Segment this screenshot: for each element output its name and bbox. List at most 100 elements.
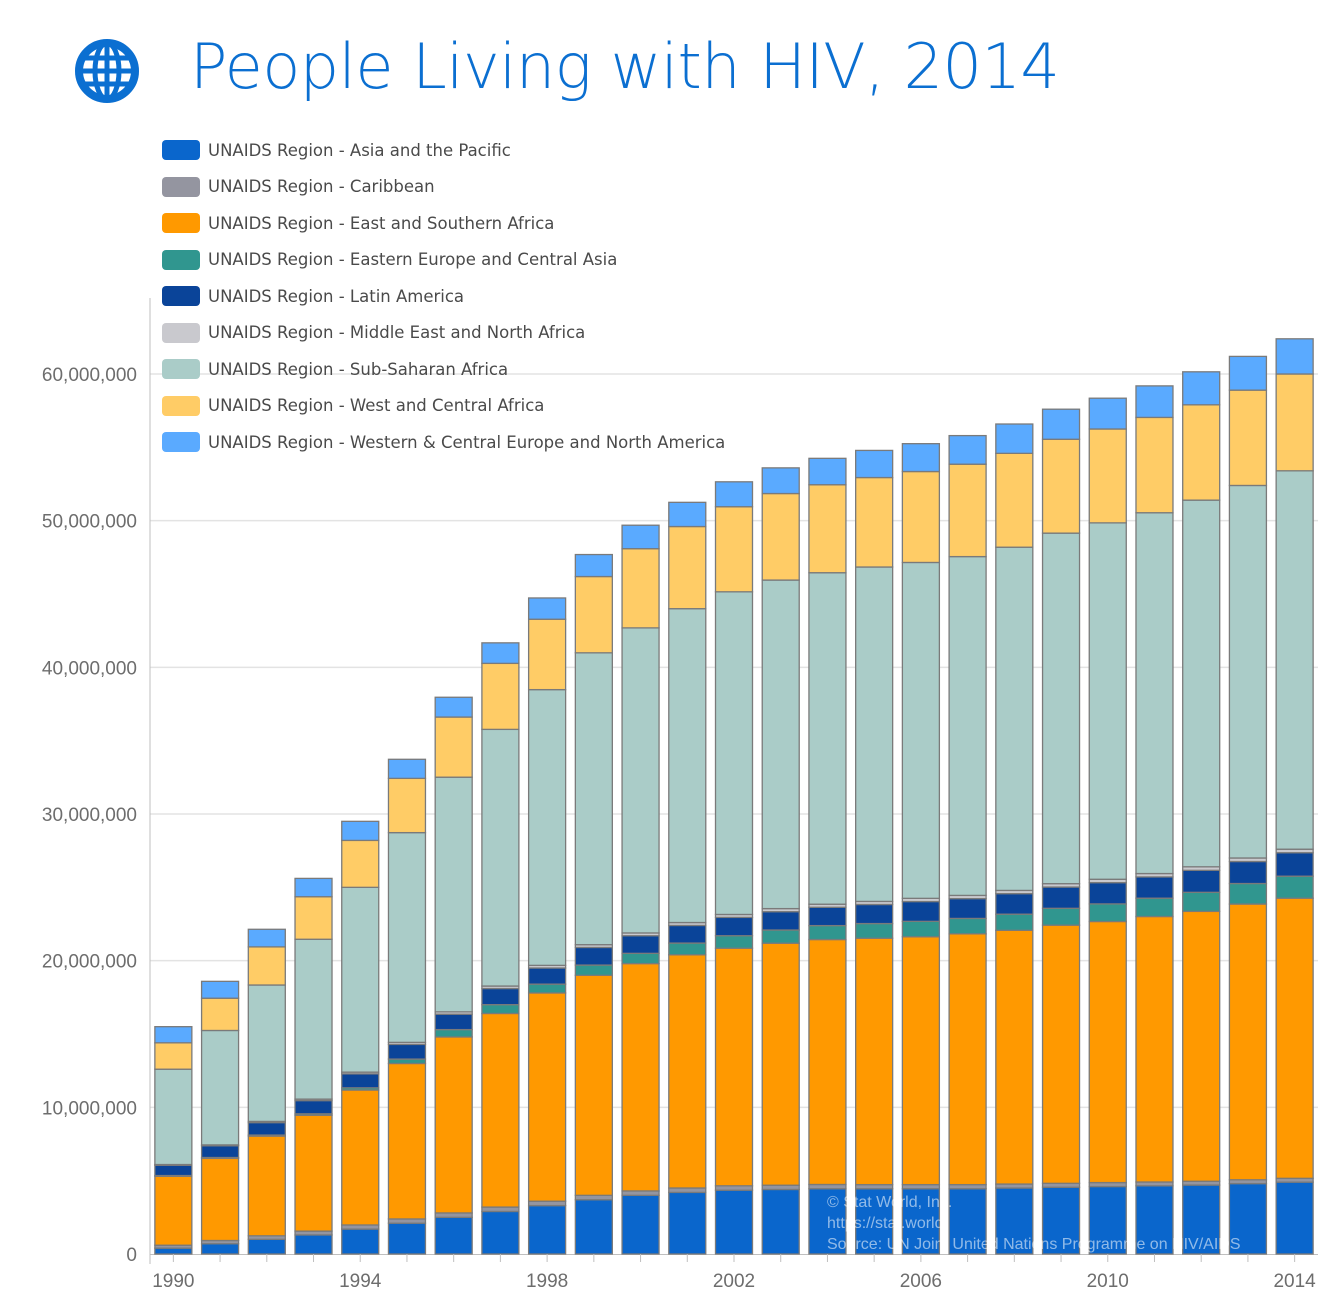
- bar-segment: [1135, 512, 1174, 875]
- bar-segment: [714, 1185, 754, 1191]
- bar-segment: [855, 476, 894, 568]
- bar-segment: [948, 434, 987, 465]
- bar-segment: [808, 572, 847, 905]
- legend-label: UNAIDS Region - East and Southern Africa: [208, 213, 555, 233]
- bar-segment: [761, 911, 800, 931]
- bar-segment: [808, 924, 847, 941]
- bar-segment: [154, 1026, 193, 1044]
- bar-segment: [714, 935, 754, 949]
- x-tick-label: 2006: [900, 1271, 942, 1292]
- bar-segment: [527, 688, 567, 967]
- bar-segment: [527, 597, 567, 620]
- bar-segment: [434, 1212, 473, 1218]
- page-title: People Living with HIV, 2014: [190, 30, 1060, 103]
- bar-segment: [1275, 1181, 1314, 1255]
- bar-segment: [1088, 397, 1127, 430]
- bar-segment: [668, 942, 707, 956]
- legend-swatch: [162, 359, 200, 380]
- bar-segment: [621, 1190, 660, 1196]
- bar-segment: [901, 920, 941, 938]
- bar-segment: [901, 443, 941, 473]
- legend-swatch: [162, 395, 200, 416]
- bar-segment: [1228, 882, 1268, 905]
- bar-segment: [1041, 438, 1081, 534]
- bar-segment: [668, 1191, 707, 1255]
- bar-segment: [341, 886, 380, 1073]
- bar-segment: [948, 463, 987, 558]
- bar-segment: [434, 1216, 473, 1255]
- bar-segment: [855, 937, 894, 1186]
- bar-segment: [1041, 408, 1081, 440]
- bar-segment: [901, 470, 941, 564]
- credit-watermark: © Stat World, Inc. https://stat.world So…: [827, 1192, 1241, 1255]
- legend-swatch: [162, 176, 200, 197]
- bar-segment: [1041, 1186, 1081, 1255]
- credit-line: https://stat.world: [827, 1215, 944, 1232]
- bar-segment: [481, 987, 520, 1006]
- bar-segment: [995, 546, 1034, 892]
- bar-segment: [1088, 522, 1127, 880]
- bar-segment: [855, 922, 894, 939]
- bar-segment: [481, 642, 520, 665]
- bar-segment: [761, 1188, 800, 1255]
- legend-item[interactable]: UNAIDS Region - Latin America: [162, 278, 725, 315]
- bar-segment: [200, 1029, 240, 1146]
- bar-segment: [1228, 903, 1268, 1181]
- bar-segment: [901, 936, 941, 1186]
- legend-swatch: [162, 140, 200, 161]
- x-tick-label: 2014: [1273, 1271, 1316, 1292]
- y-tick-label: 60,000,000: [42, 365, 137, 386]
- bar-segment: [761, 942, 800, 1186]
- bar-segment: [247, 928, 286, 948]
- legend-item[interactable]: UNAIDS Region - Eastern Europe and Centr…: [162, 242, 725, 279]
- bar-segment: [1182, 404, 1221, 501]
- legend-label: UNAIDS Region - Western & Central Europe…: [208, 432, 726, 452]
- bar-segment: [1182, 891, 1221, 913]
- legend-item[interactable]: UNAIDS Region - East and Southern Africa: [162, 205, 725, 242]
- bar-segment: [995, 1187, 1034, 1255]
- legend-swatch: [162, 213, 200, 234]
- bar-segment: [200, 980, 240, 999]
- bar-segment: [948, 933, 987, 1186]
- bar-segment: [527, 983, 567, 994]
- chart-legend: UNAIDS Region - Asia and the Pacific UNAI…: [162, 132, 725, 461]
- bar-segment: [714, 947, 754, 1187]
- bar-segment: [294, 938, 333, 1100]
- bar-segment: [574, 1199, 613, 1255]
- bar-segment: [481, 1210, 520, 1255]
- bar-segment: [621, 952, 660, 965]
- bar-segment: [1182, 499, 1221, 868]
- bar-segment: [1275, 852, 1314, 877]
- x-tick-label: 1990: [152, 1271, 194, 1292]
- credit-line: Source: UN Joint United Nations Programm…: [827, 1236, 1241, 1253]
- bar-segment: [948, 555, 987, 897]
- bar-segment: [247, 946, 286, 986]
- bar-segment: [527, 1204, 567, 1255]
- legend-item[interactable]: UNAIDS Region - Asia and the Pacific: [162, 132, 725, 169]
- legend-label: UNAIDS Region - West and Central Africa: [208, 396, 545, 416]
- bar-segment: [154, 1175, 193, 1246]
- legend-item[interactable]: UNAIDS Region - West and Central Africa: [162, 388, 725, 425]
- bar-segment: [808, 484, 847, 574]
- y-tick-label: 40,000,000: [42, 658, 137, 679]
- bar-segment: [200, 997, 240, 1032]
- bar-segment: [341, 839, 380, 888]
- legend-item[interactable]: UNAIDS Region - Western & Central Europe…: [162, 424, 725, 461]
- legend-label: UNAIDS Region - Eastern Europe and Centr…: [208, 250, 618, 270]
- bar-segment: [341, 1228, 380, 1255]
- legend-item[interactable]: UNAIDS Region - Middle East and North Af…: [162, 315, 725, 352]
- y-tick-label: 50,000,000: [42, 512, 137, 533]
- bar-segment: [387, 831, 427, 1044]
- legend-item[interactable]: UNAIDS Region - Sub-Saharan Africa: [162, 351, 725, 388]
- globe-icon: [75, 39, 139, 103]
- legend-label: UNAIDS Region - Caribbean: [208, 177, 435, 197]
- bar-segment: [481, 1012, 520, 1208]
- legend-item[interactable]: UNAIDS Region - Caribbean: [162, 169, 725, 206]
- bar-segment: [387, 1058, 427, 1065]
- bar-segment: [294, 896, 333, 940]
- y-tick-label: 20,000,000: [42, 952, 137, 973]
- bar-segment: [1135, 897, 1174, 918]
- bar-segment: [621, 935, 660, 954]
- y-tick-label: 10,000,000: [42, 1098, 137, 1119]
- bar-segment: [481, 1004, 520, 1015]
